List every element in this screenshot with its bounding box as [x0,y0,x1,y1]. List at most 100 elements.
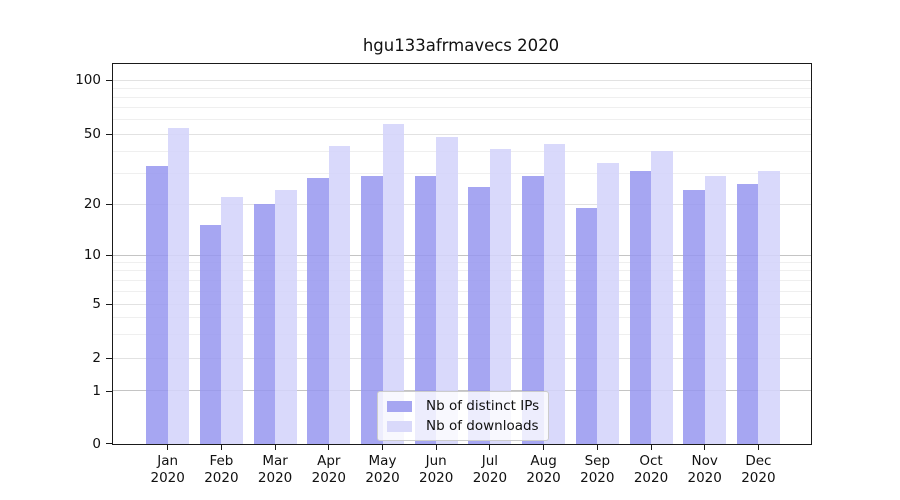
x-tick-mark [220,444,222,450]
bar-aug-distinct-ips [522,175,544,444]
x-tick-month: Dec [745,453,772,469]
y-tick-label: 50 [83,126,101,142]
bar-mar-distinct-ips [253,204,276,444]
gridline-minor [113,96,811,98]
y-tick-mark [106,80,113,81]
bar-jun-distinct-ips [414,175,437,444]
gridline-major [113,79,811,81]
gridline-major [113,203,811,205]
x-tick-mark [274,444,276,450]
x-tick-mark [328,444,330,450]
bar-jun-downloads [436,137,458,444]
x-tick-mark [167,444,169,450]
y-tick-mark [106,358,113,359]
x-tick-label: Nov 2020 [675,453,735,487]
legend-label: Nb of distinct IPs [426,398,540,414]
gridline-major [113,303,811,305]
x-tick-month: Jan [157,453,179,469]
x-tick-year: 2020 [419,470,454,486]
x-tick-label: Apr 2020 [299,453,359,487]
gridline-minor [113,279,811,281]
x-tick-mark [382,444,383,450]
legend-swatch-distinct-ips [387,400,412,412]
plot-area: Nb of distinct IPs Nb of downloads 100 50… [75,63,812,486]
bar-feb-distinct-ips [199,225,222,444]
y-tick-mark [106,443,113,444]
x-tick-month: Jun [425,453,447,469]
x-tick-month: Oct [639,453,663,469]
bar-apr-downloads [328,145,351,444]
gridline-minor [113,87,811,89]
bar-aug-downloads [543,143,566,444]
gridline-minor [113,270,811,272]
y-tick-mark [106,204,113,205]
x-tick-year: 2020 [526,470,561,486]
bar-dec-downloads [758,170,780,444]
x-tick-mark [757,444,759,450]
x-tick-month: Nov [691,453,718,469]
gridline-minor [113,333,811,335]
x-tick-label: May 2020 [353,453,413,487]
bar-jan-downloads [167,128,190,444]
x-tick-mark [650,444,652,450]
y-tick-label: 1 [92,382,101,399]
x-tick-month: Sep [584,453,611,469]
x-tick-label: Jul 2020 [460,453,520,487]
bar-nov-distinct-ips [683,190,705,444]
bar-oct-downloads [651,151,673,444]
x-tick-mark [489,444,491,450]
bar-may-downloads [382,123,404,444]
bar-jan-distinct-ips [146,165,168,444]
x-tick-label: Mar 2020 [245,453,305,487]
y-tick-mark [106,304,113,305]
legend-item-distinct-ips: Nb of distinct IPs [387,398,539,414]
x-tick-year: 2020 [150,470,185,486]
x-tick-label: Jan 2020 [138,453,198,487]
x-tick-month: May [368,453,397,469]
gridline-minor [113,172,811,174]
y-tick-mark [106,255,113,256]
x-tick-label: Dec 2020 [728,453,788,487]
chart-title: hgu133afrmavecs 2020 [362,36,560,55]
gridline-minor [113,150,811,152]
legend-item-downloads: Nb of downloads [387,418,539,434]
bar-sep-distinct-ips [575,207,598,444]
x-tick-label: Sep 2020 [567,453,627,487]
legend: Nb of distinct IPs Nb of downloads [377,391,550,441]
x-tick-year: 2020 [687,470,722,486]
x-tick-label: Jun 2020 [406,453,466,487]
x-tick-mark [543,444,545,450]
gridline-major [113,133,811,135]
y-tick-label: 20 [83,196,101,212]
y-tick-label: 100 [75,72,101,88]
gridline-major [113,357,811,359]
bar-nov-downloads [704,175,727,444]
x-tick-month: Jul [481,453,499,469]
y-tick-label: 10 [83,247,101,263]
y-tick-label: 2 [92,350,101,366]
y-tick-mark [106,390,113,392]
x-tick-year: 2020 [633,470,669,486]
y-tick-label: 5 [92,296,101,312]
x-tick-year: 2020 [472,470,508,486]
x-tick-month: Apr [317,453,341,469]
x-tick-mark [596,444,598,450]
x-tick-year: 2020 [204,470,239,486]
x-tick-label: Feb 2020 [191,453,251,487]
legend-label: Nb of downloads [426,418,539,434]
x-tick-year: 2020 [741,470,776,486]
x-tick-year: 2020 [580,470,615,486]
x-tick-month: Aug [530,453,557,469]
x-tick-month: Mar [262,453,288,469]
x-tick-month: Feb [209,453,234,469]
x-tick-year: 2020 [311,470,346,486]
gridline-minor [113,290,811,292]
y-tick-label: 0 [92,436,101,452]
gridline-minor [113,107,811,109]
gridline-minor [113,119,811,121]
bar-jul-downloads [489,149,512,444]
bar-apr-distinct-ips [307,178,329,444]
x-tick-mark [435,444,437,450]
bar-feb-downloads [221,196,243,444]
